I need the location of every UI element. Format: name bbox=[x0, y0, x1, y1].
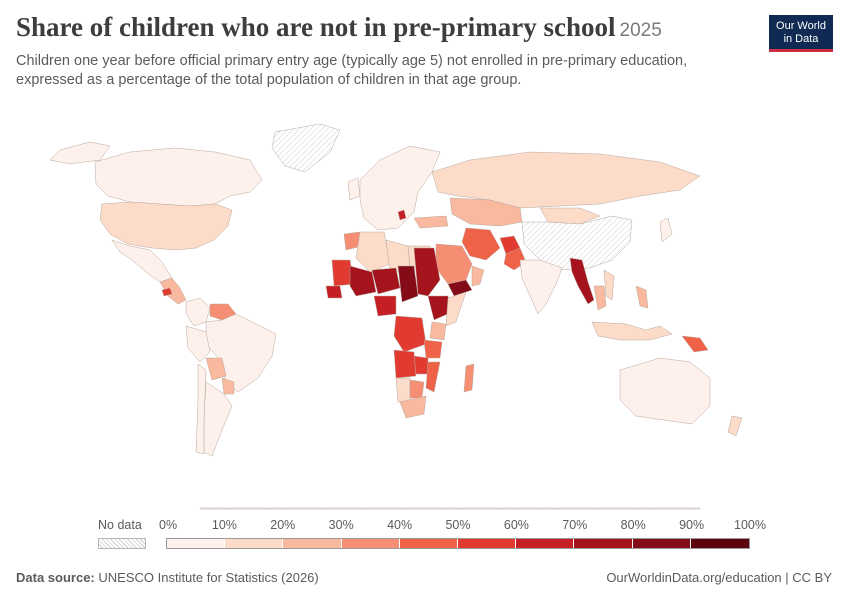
region-antarctica-edge[interactable] bbox=[199, 507, 701, 510]
region-oman[interactable] bbox=[471, 265, 485, 287]
legend-tick-1: 10% bbox=[211, 518, 237, 532]
data-source-label: Data source: bbox=[16, 570, 95, 585]
region-papua-new-guinea[interactable] bbox=[681, 335, 709, 353]
legend-tick-9: 90% bbox=[679, 518, 705, 532]
region-mali[interactable] bbox=[349, 265, 377, 297]
region-thailand[interactable] bbox=[593, 285, 607, 311]
legend-color-bar bbox=[166, 538, 750, 549]
region-greenland[interactable] bbox=[271, 123, 341, 173]
region-turkey[interactable] bbox=[413, 215, 449, 229]
legend-bin-0[interactable] bbox=[167, 539, 226, 548]
region-canada[interactable] bbox=[94, 147, 263, 207]
region-united-states[interactable] bbox=[99, 201, 233, 251]
region-iran[interactable] bbox=[461, 227, 501, 261]
region-algeria[interactable] bbox=[355, 231, 391, 273]
legend-tick-5: 50% bbox=[445, 518, 471, 532]
world-map[interactable] bbox=[0, 100, 850, 510]
region-kenya[interactable] bbox=[429, 321, 447, 341]
legend-bin-9[interactable] bbox=[690, 539, 750, 548]
legend-bin-4[interactable] bbox=[399, 539, 459, 548]
legend-tick-6: 60% bbox=[503, 518, 529, 532]
legend-tick-3: 30% bbox=[328, 518, 354, 532]
region-angola[interactable] bbox=[393, 349, 417, 379]
legend-bin-2[interactable] bbox=[283, 539, 342, 548]
legend-tick-8: 80% bbox=[620, 518, 646, 532]
region-paraguay[interactable] bbox=[221, 377, 235, 395]
region-bolivia[interactable] bbox=[205, 357, 227, 381]
region-peru[interactable] bbox=[185, 325, 211, 363]
region-sudan[interactable] bbox=[413, 247, 441, 297]
legend-bin-1[interactable] bbox=[225, 539, 284, 548]
region-niger[interactable] bbox=[371, 267, 401, 295]
legend-tick-2: 20% bbox=[270, 518, 296, 532]
region-india[interactable] bbox=[519, 259, 563, 315]
region-uk[interactable] bbox=[347, 177, 361, 201]
region-somalia[interactable] bbox=[445, 291, 467, 327]
legend-no-data-label: No data bbox=[98, 518, 142, 532]
region-kazakhstan[interactable] bbox=[449, 197, 523, 227]
region-chile[interactable] bbox=[195, 363, 207, 455]
logo-line-1: Our World bbox=[776, 20, 826, 32]
region-brazil[interactable] bbox=[205, 313, 277, 393]
owid-logo[interactable]: Our World in Data bbox=[769, 15, 833, 52]
credit-link[interactable]: OurWorldinData.org/education | CC BY bbox=[606, 570, 832, 585]
region-indonesia[interactable] bbox=[591, 321, 673, 341]
title-year: 2025 bbox=[619, 20, 662, 41]
region-senegal[interactable] bbox=[325, 285, 343, 299]
legend-no-data-swatch bbox=[98, 538, 146, 549]
region-botswana[interactable] bbox=[409, 379, 425, 399]
region-south-africa[interactable] bbox=[399, 395, 427, 419]
data-source: Data source: UNESCO Institute for Statis… bbox=[16, 570, 319, 585]
legend-tick-10: 100% bbox=[734, 518, 766, 532]
region-europe[interactable] bbox=[359, 145, 441, 231]
logo-line-2: in Data bbox=[783, 33, 819, 45]
region-dr-congo[interactable] bbox=[393, 315, 427, 353]
region-australia[interactable] bbox=[619, 357, 711, 425]
region-canada-north[interactable] bbox=[49, 141, 111, 165]
legend-bin-6[interactable] bbox=[516, 539, 575, 548]
legend-tick-0: 0% bbox=[159, 518, 178, 532]
region-namibia[interactable] bbox=[395, 377, 411, 403]
region-honduras[interactable] bbox=[161, 287, 173, 297]
region-japan[interactable] bbox=[659, 217, 673, 243]
chart-title: Share of children who are not in pre-pri… bbox=[16, 12, 662, 43]
region-new-zealand[interactable] bbox=[727, 415, 743, 437]
legend-tick-4: 40% bbox=[387, 518, 413, 532]
region-mongolia[interactable] bbox=[539, 207, 601, 225]
legend-bin-5[interactable] bbox=[458, 539, 517, 548]
region-china[interactable] bbox=[521, 215, 633, 271]
region-vietnam[interactable] bbox=[603, 269, 615, 301]
region-russia[interactable] bbox=[431, 151, 701, 209]
legend-bin-7[interactable] bbox=[574, 539, 633, 548]
region-central-america[interactable] bbox=[159, 277, 187, 305]
region-zambia[interactable] bbox=[413, 355, 429, 375]
region-myanmar[interactable] bbox=[569, 257, 595, 305]
title-text: Share of children who are not in pre-pri… bbox=[16, 12, 616, 42]
chart-subtitle: Children one year before official primar… bbox=[16, 53, 688, 88]
region-nigeria[interactable] bbox=[373, 295, 397, 317]
region-madagascar[interactable] bbox=[463, 363, 475, 393]
legend-bin-3[interactable] bbox=[341, 539, 400, 548]
region-tanzania[interactable] bbox=[423, 339, 443, 359]
region-philippines[interactable] bbox=[635, 285, 649, 309]
region-chad[interactable] bbox=[397, 265, 419, 303]
legend-tick-7: 70% bbox=[562, 518, 588, 532]
region-serbia[interactable] bbox=[397, 209, 407, 221]
data-source-value[interactable]: UNESCO Institute for Statistics (2026) bbox=[98, 570, 319, 585]
legend-bin-8[interactable] bbox=[632, 539, 691, 548]
region-mozambique[interactable] bbox=[425, 361, 441, 393]
